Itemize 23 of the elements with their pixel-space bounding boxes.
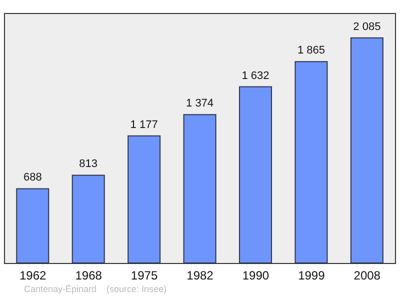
x-tick-label: 1990 (242, 268, 270, 283)
data-label: 1 865 (297, 44, 325, 57)
data-label: 1 177 (130, 118, 158, 131)
data-label: 1 374 (186, 98, 214, 110)
x-tick-label: 1982 (186, 268, 214, 283)
data-label: 688 (23, 172, 42, 184)
bar (294, 61, 328, 264)
bar (183, 114, 216, 264)
data-label: 813 (79, 158, 98, 170)
text: (source: Insee) (106, 284, 167, 294)
data-label: 1 632 (242, 70, 270, 82)
bar (239, 86, 272, 264)
bar (128, 135, 161, 264)
data-label: 2 085 (353, 20, 381, 33)
bar (16, 188, 50, 264)
x-tick-label: 1999 (298, 268, 326, 283)
bar (72, 174, 105, 264)
x-tick-label: 1968 (75, 268, 102, 283)
bar (350, 37, 384, 264)
x-tick-label: 1975 (130, 268, 158, 283)
text: Cantenay-Épinard (24, 284, 97, 294)
x-tick-label: 1962 (20, 268, 47, 283)
x-tick-label: 2008 (354, 268, 381, 283)
